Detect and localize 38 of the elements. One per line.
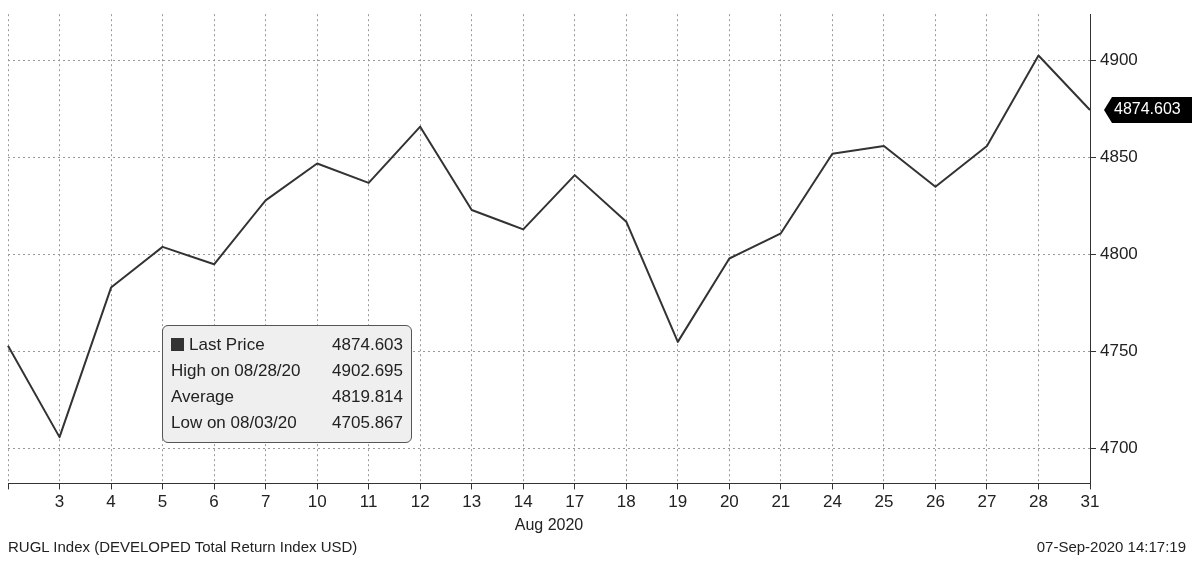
x-tick-label: 10 [307,492,327,512]
x-tick-label: 28 [1029,492,1048,512]
x-tick-label: 4 [106,492,116,512]
x-tick-label: 26 [925,492,945,512]
x-tick-label: 12 [410,492,430,512]
annotation: 4874.603 [332,334,403,356]
x-tick-label: 17 [565,492,585,512]
text: RUGL Index (DEVELOPED Total Return Index USD) [8,538,358,555]
x-tick-label: 7 [260,492,271,512]
x-tick-label: 24 [822,492,842,512]
y-tick-label: 4850 [1100,147,1138,167]
y-tick-label: 4750 [1100,341,1138,361]
x-tick-label: 3 [54,492,65,512]
x-tick-label: 6 [209,492,219,512]
annotation: High on 08/28/20 [171,360,301,382]
legend-label: Last Price [188,334,265,356]
x-tick-label: 14 [513,492,533,512]
annotation: 4902.695 [332,360,403,382]
x-tick-label: 25 [874,492,894,512]
annotation: 4705.867 [332,412,403,434]
x-tick-label: 19 [668,492,688,512]
y-tick-label: 4800 [1100,244,1138,264]
text: 07-Sep-2020 14:17:19 [1036,538,1186,555]
annotation: Low on 08/03/20 [171,412,297,434]
x-tick-label: 5 [157,492,168,512]
annotation: Average [171,386,235,408]
x-tick-label: 18 [616,492,636,512]
x-tick-label: 21 [771,492,791,512]
y-tick-label: 4900 [1100,50,1138,70]
x-axis-title: Aug 2020 [514,515,584,533]
annotation: 4874.603 [1114,100,1181,118]
y-tick-label: 4700 [1100,438,1138,458]
x-tick-label: 31 [1080,492,1100,512]
x-tick-label: 20 [719,492,739,512]
x-tick-label: 13 [462,492,482,512]
annotation: 4819.814 [332,386,403,408]
x-tick-label: 27 [977,492,997,512]
x-tick-label: 11 [359,492,378,512]
